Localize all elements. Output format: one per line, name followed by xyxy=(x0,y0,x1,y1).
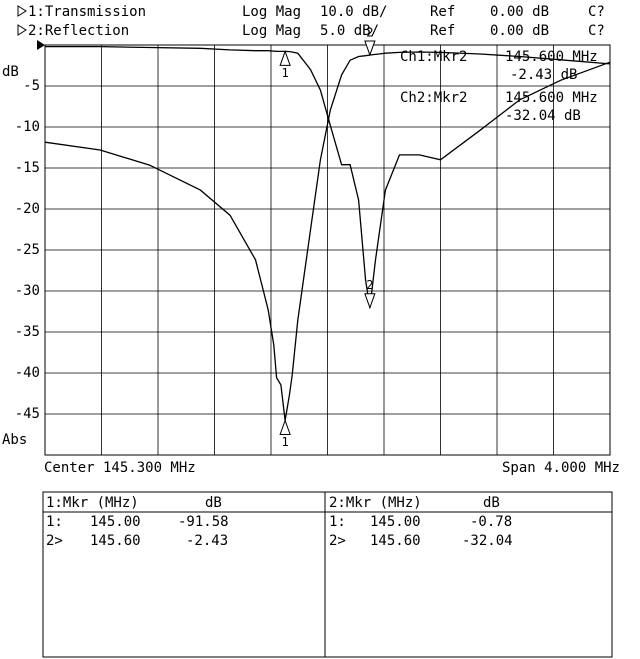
table-cell: -2.43 xyxy=(186,533,228,549)
marker xyxy=(279,418,291,435)
marker-label: 1 xyxy=(282,435,289,449)
y-tick-label: -45 xyxy=(15,406,40,422)
y-axis-label: Abs xyxy=(2,432,27,448)
marker xyxy=(364,293,376,310)
trace xyxy=(45,45,611,308)
channel-indicator xyxy=(17,5,27,17)
ref-arrow xyxy=(37,40,45,50)
marker-label: 2 xyxy=(366,25,373,39)
channel-name: 1:Transmission xyxy=(28,4,146,20)
y-tick-label: -10 xyxy=(15,119,40,135)
ref: 0.00 dB xyxy=(490,4,549,20)
trace xyxy=(44,51,611,421)
table-cell: 145.00 xyxy=(370,514,421,530)
marker-readout: 145.600 MHz xyxy=(505,90,598,106)
ref-label: Ref xyxy=(430,4,455,20)
table-cell: -0.78 xyxy=(470,514,512,530)
table-cell: -91.58 xyxy=(178,514,229,530)
table-cell: 145.60 xyxy=(370,533,421,549)
y-axis-label: dB xyxy=(2,64,19,80)
center-frequency: Center 145.300 MHz xyxy=(44,460,196,476)
table-cell: 2> xyxy=(46,533,63,549)
table-cell: 145.60 xyxy=(90,533,141,549)
marker-readout: -2.43 dB xyxy=(510,67,577,83)
marker-readout: Ch2:Mkr2 xyxy=(400,90,467,106)
marker-label: 2 xyxy=(366,278,373,292)
table-cell: 145.00 xyxy=(90,514,141,530)
y-tick-label: -30 xyxy=(15,283,40,299)
table-header: dB xyxy=(205,495,222,511)
y-tick-label: -5 xyxy=(23,78,40,94)
y-tick-label: -25 xyxy=(15,242,40,258)
table-header: 2:Mkr (MHz) xyxy=(329,495,422,511)
format: Log Mag xyxy=(242,4,301,20)
table-cell: -32.04 xyxy=(462,533,513,549)
table-cell: 1: xyxy=(46,514,63,530)
y-tick-label: -35 xyxy=(15,324,40,340)
table-cell: 2> xyxy=(329,533,346,549)
table-header: dB xyxy=(483,495,500,511)
span: Span 4.000 MHz xyxy=(502,460,620,476)
y-tick-label: -20 xyxy=(15,201,40,217)
channel-indicator xyxy=(17,24,27,36)
y-tick-label: -40 xyxy=(15,365,40,381)
marker-table xyxy=(42,491,613,658)
scale: 5.0 dB/ xyxy=(320,23,379,39)
table-header: 1:Mkr (MHz) xyxy=(46,495,139,511)
format: Log Mag xyxy=(242,23,301,39)
marker-readout: -32.04 dB xyxy=(505,108,581,124)
marker xyxy=(279,49,291,66)
marker xyxy=(364,40,376,57)
cal: C? xyxy=(588,4,605,20)
marker-label: 1 xyxy=(282,66,289,80)
y-tick-label: -15 xyxy=(15,160,40,176)
table-cell: 1: xyxy=(329,514,346,530)
channel-name: 2:Reflection xyxy=(28,23,129,39)
scale: 10.0 dB/ xyxy=(320,4,387,20)
cal: C? xyxy=(588,23,605,39)
ref-label: Ref xyxy=(430,23,455,39)
marker-readout: Ch1:Mkr2 xyxy=(400,49,467,65)
ref: 0.00 dB xyxy=(490,23,549,39)
